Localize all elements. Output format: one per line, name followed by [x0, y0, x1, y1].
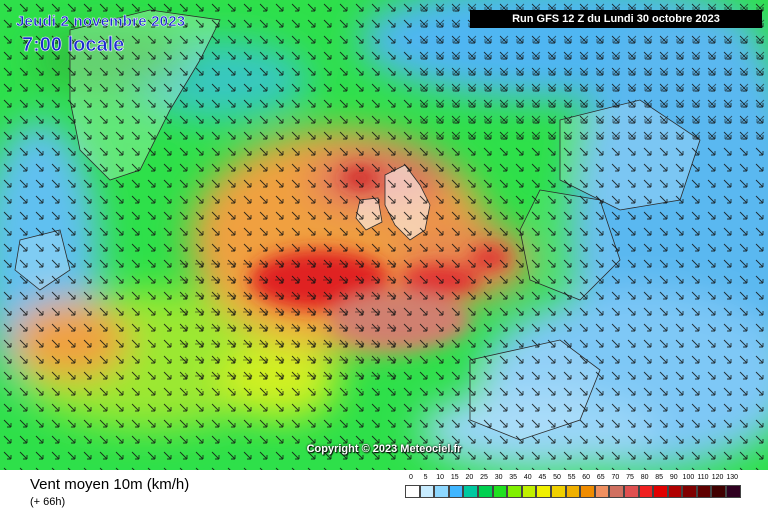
legend-label: 90 [669, 474, 678, 481]
legend-swatch [492, 485, 508, 498]
legend-label: 120 [711, 474, 724, 481]
forecast-offset: (+ 66h) [30, 496, 66, 508]
legend-label: 5 [423, 474, 428, 481]
color-legend: 0 5 10 15 20 25 30 35 40 45 50 55 60 65 70 75 80 85 90 100 1… [405, 474, 751, 508]
legend-swatch [623, 485, 639, 498]
legend-swatch [507, 485, 522, 498]
wind-arrows-storm [180, 250, 400, 390]
forecast-time: 7:00 locale [22, 34, 125, 57]
legend-swatch [653, 485, 668, 498]
legend-label: 15 [450, 474, 459, 481]
legend-swatch [477, 485, 493, 498]
legend-swatches [405, 485, 741, 499]
legend-swatch [463, 485, 478, 498]
legend-label: 80 [640, 474, 649, 481]
legend-swatch [536, 485, 551, 498]
forecast-date: Jeudi 2 novembre 2023 [16, 13, 186, 31]
legend-swatch [405, 485, 420, 498]
legend-labels: 0 5 10 15 20 25 30 35 40 45 50 55 60 65 70 75 80 85 90 100 1… [405, 474, 751, 484]
legend-swatch [565, 485, 581, 498]
legend-swatch [434, 485, 449, 498]
legend-label: 40 [523, 474, 532, 481]
legend-label: 55 [567, 474, 576, 481]
legend-swatch [667, 485, 683, 498]
legend-swatch [609, 485, 624, 498]
legend-label: 10 [436, 474, 445, 481]
map-title: Vent moyen 10m (km/h) [30, 476, 190, 493]
footer-bar: Vent moyen 10m (km/h) (+ 66h) 0 5 10 15 20 25… [0, 470, 768, 512]
legend-swatch [682, 485, 697, 498]
legend-swatch [726, 485, 741, 498]
legend-label: 85 [655, 474, 664, 481]
legend-swatch [550, 485, 566, 498]
copyright-notice: Copyright © 2023 Meteociel.fr [306, 443, 462, 455]
legend-label: 75 [626, 474, 634, 481]
legend-swatch [448, 485, 464, 498]
legend-label: 110 [697, 474, 709, 481]
legend-label: 35 [509, 474, 518, 481]
legend-swatch [594, 485, 610, 498]
legend-swatch [580, 485, 595, 498]
legend-swatch [696, 485, 712, 498]
wind-map-canvas [0, 0, 768, 470]
legend-label: 100 [682, 474, 695, 481]
wind-map: Jeudi 2 novembre 2023 7:00 locale Run GF… [0, 0, 768, 470]
legend-label: 20 [465, 474, 474, 481]
legend-swatch [521, 485, 537, 498]
legend-label: 60 [582, 474, 591, 481]
legend-label: 65 [596, 474, 605, 481]
run-info: Run GFS 12 Z du Lundi 30 octobre 2023 [470, 10, 762, 28]
legend-label: 130 [726, 474, 739, 481]
legend-swatch [711, 485, 727, 498]
legend-label: 30 [494, 474, 503, 481]
legend-swatch [419, 485, 435, 498]
legend-label: 0 [409, 474, 413, 481]
legend-swatch [638, 485, 654, 498]
legend-label: 50 [553, 474, 561, 481]
legend-label: 25 [480, 474, 488, 481]
legend-label: 70 [611, 474, 620, 481]
legend-label: 45 [538, 474, 547, 481]
